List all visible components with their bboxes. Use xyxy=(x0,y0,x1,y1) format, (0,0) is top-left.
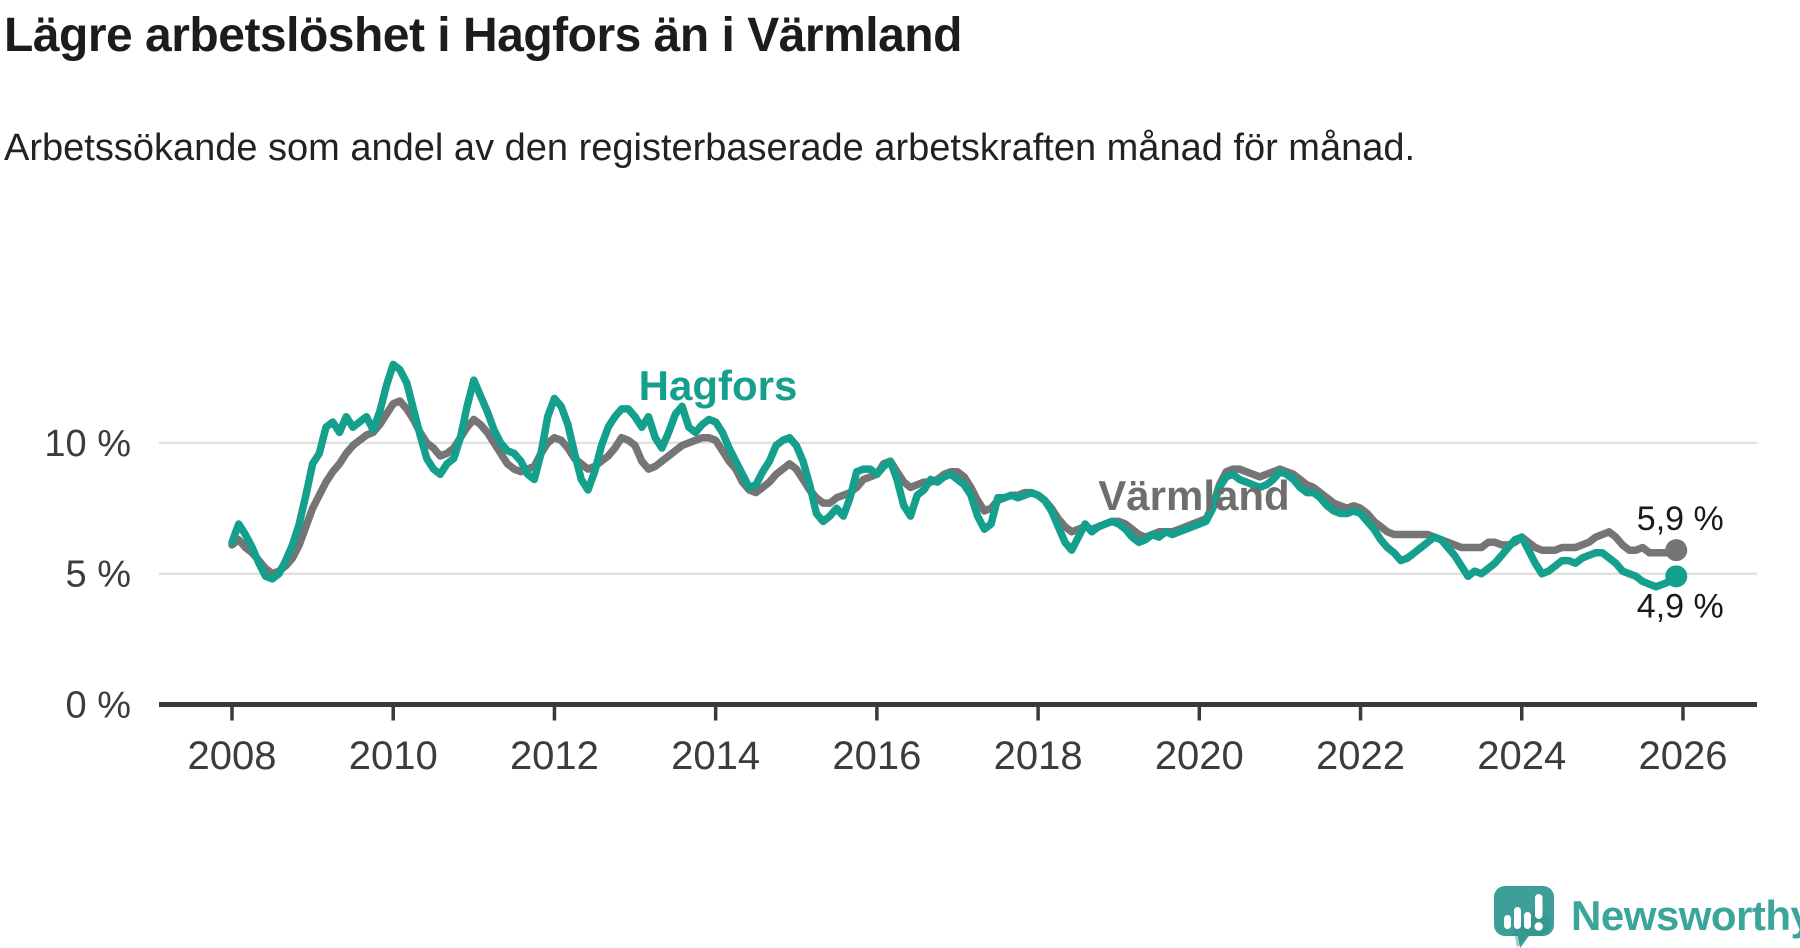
y-axis-label-0: 0 % xyxy=(66,685,131,727)
newsworthy-logo[interactable]: Newsworthy xyxy=(1492,884,1800,948)
page-title: Lägre arbetslöshet i Hagfors än i Värmla… xyxy=(4,9,962,62)
x-tick-label-2016: 2016 xyxy=(832,734,921,778)
end-dot-värmland xyxy=(1665,539,1688,562)
x-tick-label-2024: 2024 xyxy=(1477,734,1566,778)
x-tick-label-2018: 2018 xyxy=(994,734,1083,778)
y-axis-label-10: 10 % xyxy=(44,423,131,465)
end-dot-hagfors xyxy=(1665,565,1688,588)
series-line-hagfors xyxy=(228,360,1681,591)
series-label-värmland: Värmland xyxy=(1098,472,1289,519)
x-tick-label-2022: 2022 xyxy=(1316,734,1405,778)
x-tick-label-2012: 2012 xyxy=(510,734,599,778)
newsworthy-wordmark: Newsworthy xyxy=(1571,892,1800,939)
series-label-hagfors: Hagfors xyxy=(639,362,798,409)
series-line-värmland xyxy=(228,397,1681,578)
y-axis-label-5: 5 % xyxy=(66,554,131,596)
x-tick-label-2026: 2026 xyxy=(1638,734,1727,778)
page-subtitle: Arbetssökande som andel av den registerb… xyxy=(4,127,1416,169)
x-tick-label-2010: 2010 xyxy=(349,734,438,778)
newsworthy-bubble-icon xyxy=(1494,886,1554,948)
x-tick-label-2020: 2020 xyxy=(1155,734,1244,778)
x-tick-label-2014: 2014 xyxy=(671,734,760,778)
x-tick-label-2008: 2008 xyxy=(188,734,277,778)
end-value-label-värmland: 5,9 % xyxy=(1637,500,1724,538)
end-value-label-hagfors: 4,9 % xyxy=(1637,587,1724,625)
